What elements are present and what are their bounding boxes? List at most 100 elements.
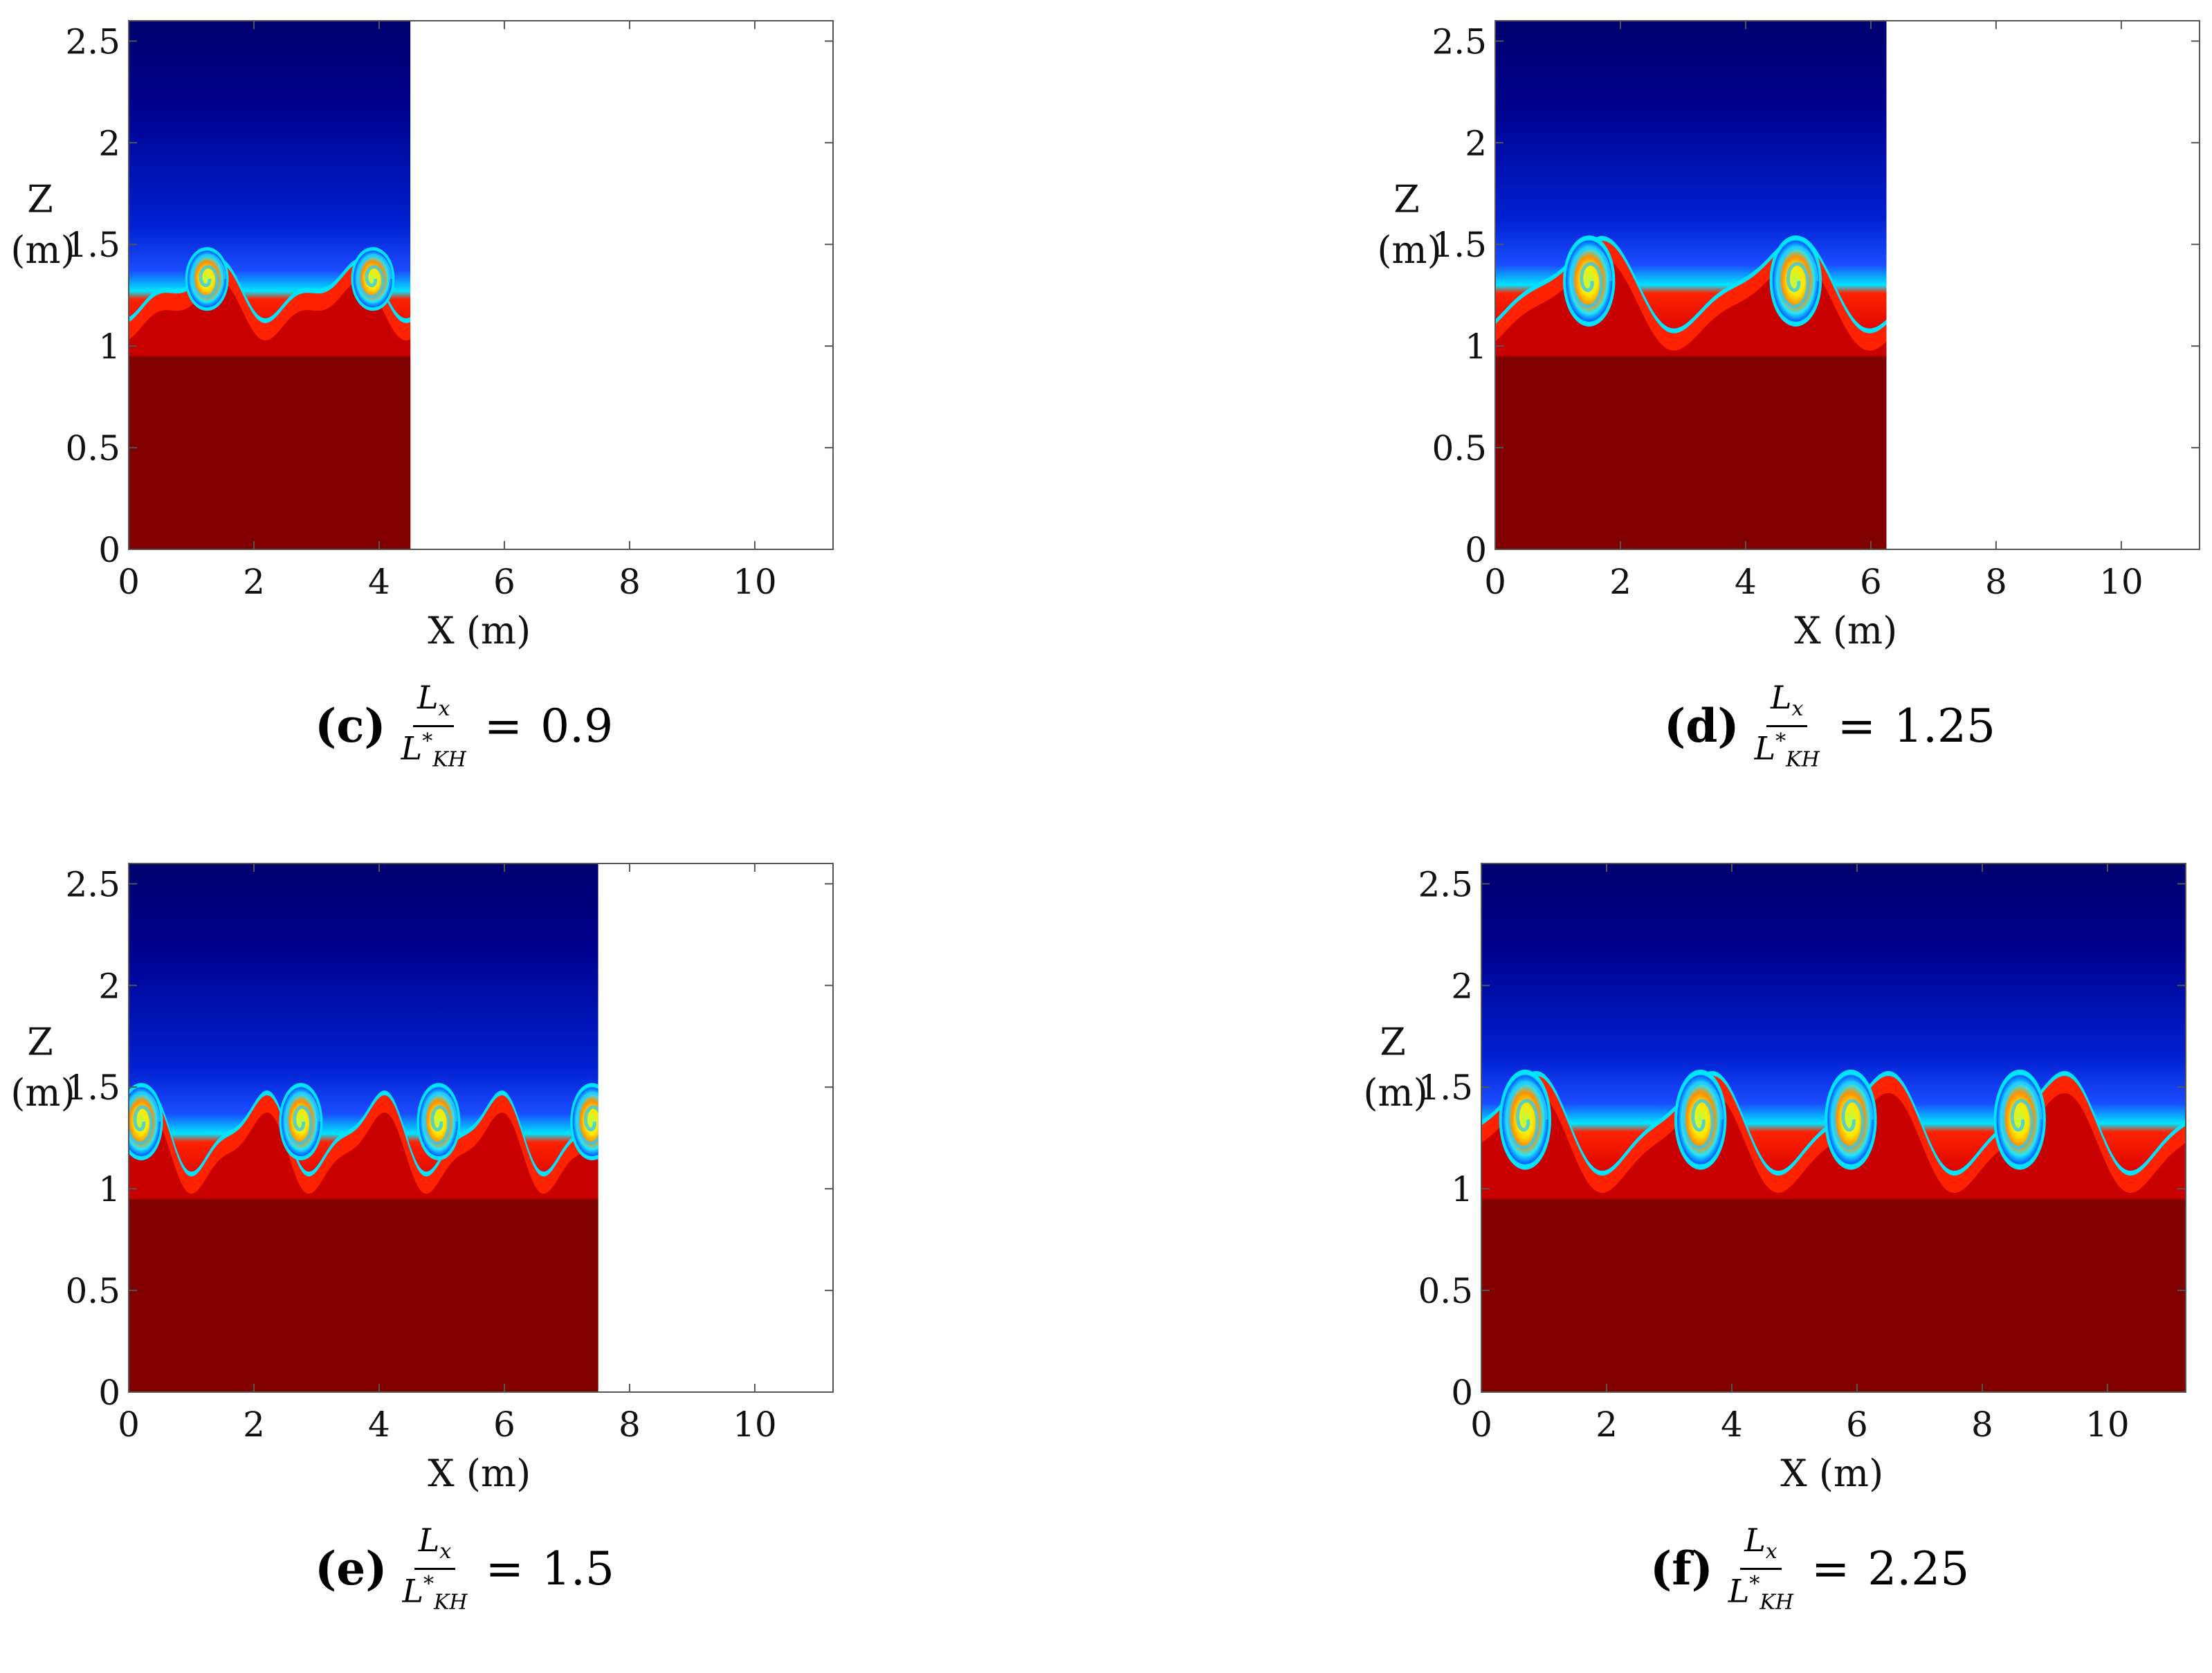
caption-f: (f) Lx L*KH = 2.25 xyxy=(1650,1524,1969,1613)
chart-d: 0 2 4 6 8 10 0 0.5 1 1.5 2 2.5 X (m) Z (m) xyxy=(1377,20,2200,652)
axes-frame-f xyxy=(1481,863,2186,1393)
vortex-e-1 xyxy=(129,1083,163,1161)
x-tick-label-f: 2 xyxy=(1596,1405,1618,1445)
x-tick-label-f: 10 xyxy=(2085,1405,2130,1445)
x-tick-label-f: 8 xyxy=(1971,1405,1993,1445)
caption-f-equals: = xyxy=(1811,1542,1850,1596)
x-tick-label-d: 8 xyxy=(1985,562,2007,602)
vortex-d-2 xyxy=(1769,235,1822,327)
x-tick-label-e: 10 xyxy=(733,1405,777,1445)
caption-c-label: (c) xyxy=(315,699,386,753)
axes-frame-e xyxy=(128,863,834,1393)
x-tick-label-e: 2 xyxy=(243,1405,265,1445)
vortex-f-4 xyxy=(1993,1069,2046,1170)
y-tick-label-e: 2 xyxy=(98,966,120,1006)
y-tick-label-f: 2.5 xyxy=(1418,864,1473,904)
y-tick-label-e: 1 xyxy=(98,1169,120,1209)
y-tick-label-f: 1 xyxy=(1451,1169,1473,1209)
axes-frame-d xyxy=(1495,20,2200,550)
vortex-f-3 xyxy=(1825,1069,1877,1170)
y-tick-label-d: 1 xyxy=(1465,327,1487,367)
caption-e-equals: = xyxy=(485,1542,524,1596)
x-axis-label-c: X (m) xyxy=(428,609,531,652)
x-tick-label-d: 6 xyxy=(1860,562,1882,602)
caption-c: (c) Lx L*KH = 0.9 xyxy=(315,682,613,771)
y-tick-label-c: 0 xyxy=(98,530,120,570)
x-tick-label-d: 2 xyxy=(1609,562,1631,602)
y-tick-label-c: 0.5 xyxy=(65,428,120,468)
y-tick-label-d: 1.5 xyxy=(1432,225,1487,265)
caption-e-label: (e) xyxy=(315,1542,387,1596)
lower-layer-e xyxy=(129,1198,598,1392)
x-tick-label-c: 0 xyxy=(118,562,140,602)
panel-f: 0 2 4 6 8 10 0 0.5 1 1.5 2 2.5 X (m) Z (m) (f) Lx L*KH… xyxy=(1353,843,2211,1673)
y-tick-label-f: 0 xyxy=(1451,1373,1473,1413)
caption-e-fraction: Lx L*KH xyxy=(402,1521,468,1615)
x-tick-label-d: 4 xyxy=(1735,562,1757,602)
caption-f-value: 2.25 xyxy=(1867,1542,1970,1596)
caption-d-label: (d) xyxy=(1664,699,1739,753)
x-tick-label-c: 6 xyxy=(493,562,515,602)
vortex-d-1 xyxy=(1563,235,1616,327)
x-axis-label-f: X (m) xyxy=(1780,1452,1883,1495)
y-tick-label-e: 0 xyxy=(98,1373,120,1413)
caption-c-fraction: Lx L*KH xyxy=(401,679,466,772)
lower-layer-d xyxy=(1495,356,1887,549)
x-tick-label-c: 4 xyxy=(368,562,390,602)
y-tick-label-d: 0 xyxy=(1465,530,1487,570)
panel-e: 0 2 4 6 8 10 0 0.5 1 1.5 2 2.5 X (m) Z (m) (e) Lx L*KH… xyxy=(0,843,858,1673)
panel-c: 0 2 4 6 8 10 0 0.5 1 1.5 2 2.5 X (m) Z (m) (c) Lx L*KH… xyxy=(0,0,858,830)
caption-d-equals: = xyxy=(1837,699,1876,753)
vortex-e-3 xyxy=(417,1083,461,1161)
panel-d: 0 2 4 6 8 10 0 0.5 1 1.5 2 2.5 X (m) Z (m) (d) Lx L*KH… xyxy=(1366,0,2212,830)
caption-e: (e) Lx L*KH = 1.5 xyxy=(315,1524,614,1613)
caption-f-label: (f) xyxy=(1650,1542,1713,1596)
vortex-c-1 xyxy=(185,247,229,311)
y-tick-label-f: 2 xyxy=(1451,966,1473,1006)
y-tick-label-c: 1.5 xyxy=(65,225,120,265)
y-axis-label-d: Z xyxy=(1393,178,1420,221)
y-tick-label-f: 1.5 xyxy=(1418,1068,1473,1108)
y-axis-unit-e: (m) xyxy=(10,1071,75,1115)
vortex-c-2 xyxy=(351,247,395,311)
x-tick-label-e: 8 xyxy=(619,1405,641,1445)
field-c xyxy=(129,21,411,549)
y-axis-unit-d: (m) xyxy=(1377,228,1441,272)
y-axis-label-e: Z xyxy=(27,1021,53,1064)
x-tick-label-e: 6 xyxy=(493,1405,515,1445)
chart-f: 0 2 4 6 8 10 0 0.5 1 1.5 2 2.5 X (m) Z (m) xyxy=(1363,863,2186,1495)
x-tick-label-f: 4 xyxy=(1721,1405,1743,1445)
x-tick-label-d: 0 xyxy=(1484,562,1506,602)
y-tick-label-d: 2 xyxy=(1465,123,1487,163)
field-e xyxy=(129,863,598,1392)
y-axis-unit-f: (m) xyxy=(1363,1071,1427,1115)
caption-d-value: 1.25 xyxy=(1894,699,1995,753)
y-tick-label-c: 2 xyxy=(98,123,120,163)
x-tick-label-e: 4 xyxy=(368,1405,390,1445)
y-tick-label-f: 0.5 xyxy=(1418,1271,1473,1311)
lower-layer-f xyxy=(1481,1198,2186,1392)
caption-e-value: 1.5 xyxy=(541,1542,614,1596)
vortex-f-1 xyxy=(1499,1069,1552,1170)
y-axis-label-f: Z xyxy=(1380,1021,1406,1064)
chart-c: 0 2 4 6 8 10 0 0.5 1 1.5 2 2.5 X (m) Z (m) xyxy=(10,20,834,652)
caption-d: (d) Lx L*KH = 1.25 xyxy=(1664,682,1995,771)
y-tick-label-d: 2.5 xyxy=(1432,21,1487,62)
y-axis-label-c: Z xyxy=(27,178,53,221)
vortex-e-4 xyxy=(570,1083,598,1161)
x-tick-label-f: 0 xyxy=(1470,1405,1492,1445)
y-tick-label-e: 0.5 xyxy=(65,1271,120,1311)
x-tick-label-c: 8 xyxy=(619,562,641,602)
chart-e: 0 2 4 6 8 10 0 0.5 1 1.5 2 2.5 X (m) Z (m) xyxy=(10,863,834,1495)
y-tick-label-e: 1.5 xyxy=(65,1068,120,1108)
x-axis-label-d: X (m) xyxy=(1794,609,1897,652)
axes-frame-c xyxy=(128,20,834,550)
x-tick-label-e: 0 xyxy=(118,1405,140,1445)
x-axis-label-e: X (m) xyxy=(428,1452,531,1495)
vortex-f-2 xyxy=(1674,1069,1727,1170)
caption-d-fraction: Lx L*KH xyxy=(1754,679,1820,772)
caption-c-value: 0.9 xyxy=(540,699,614,753)
field-f xyxy=(1481,863,2186,1392)
y-axis-unit-c: (m) xyxy=(10,228,75,272)
field-d xyxy=(1495,21,1887,549)
